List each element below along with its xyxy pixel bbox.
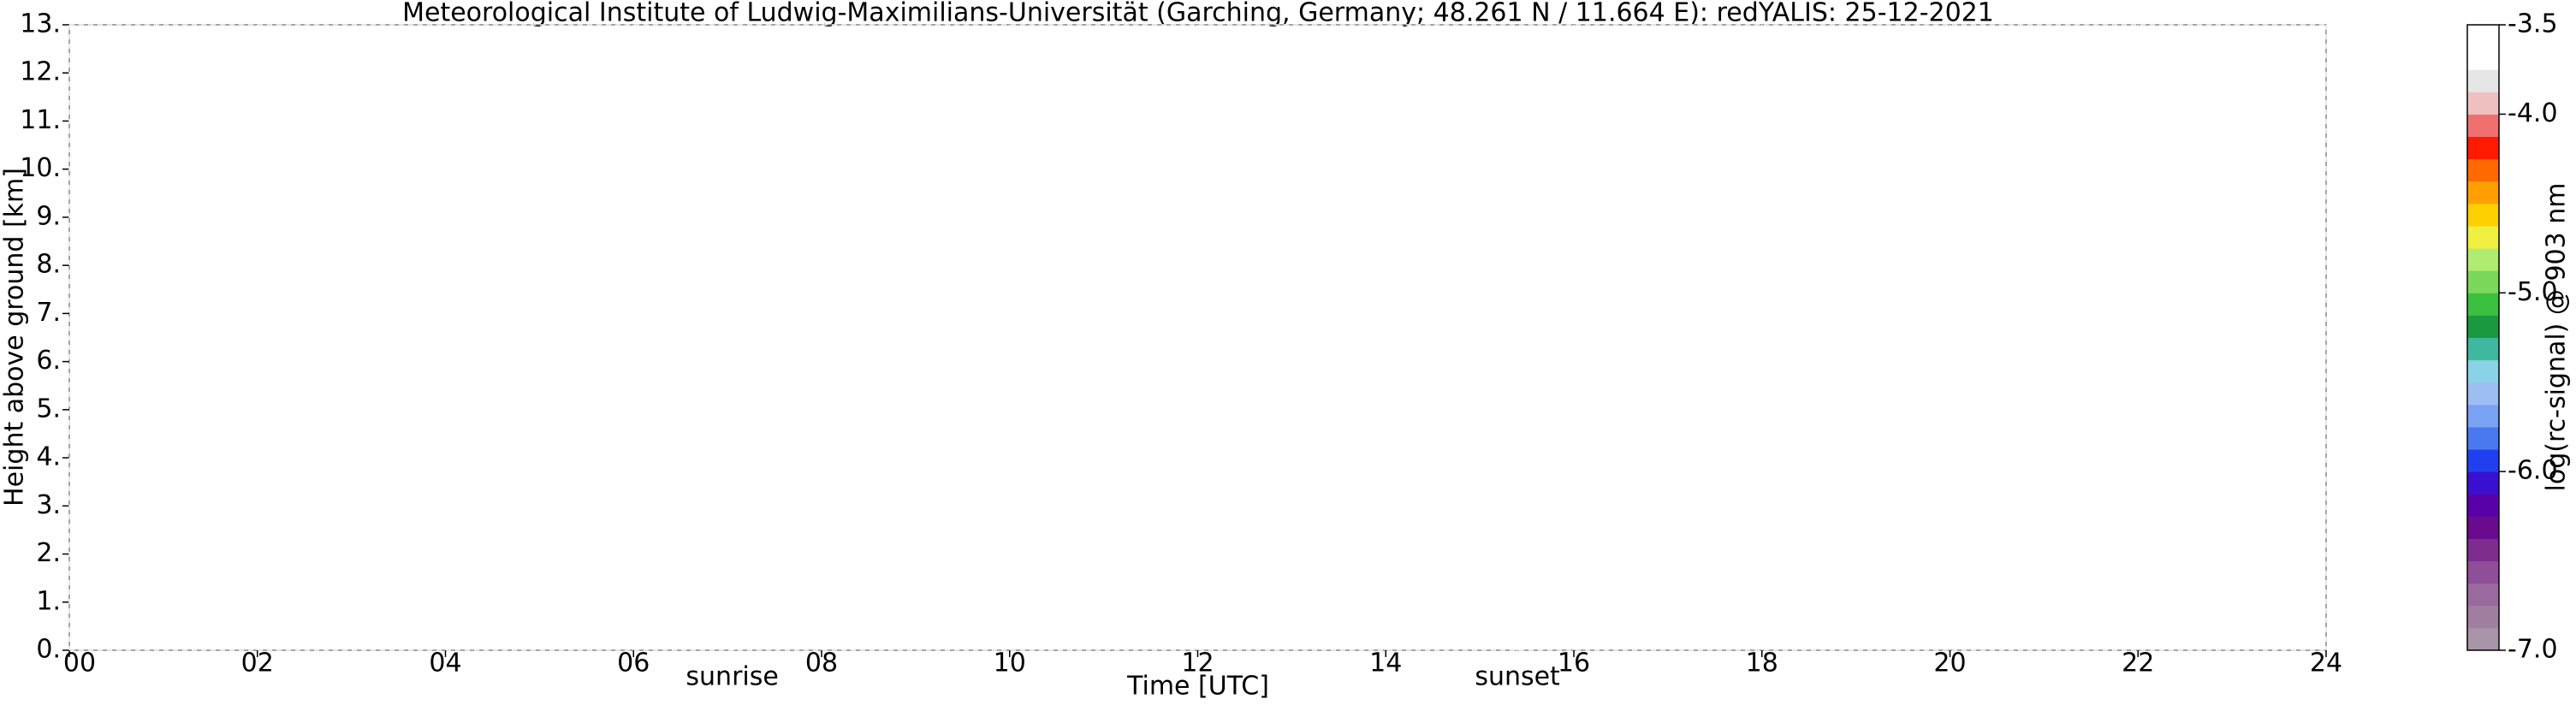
- colorbar-bin: [2467, 137, 2499, 160]
- annotation-label: sunset: [1475, 662, 1560, 692]
- colorbar-bin: [2467, 516, 2499, 539]
- x-tick-label: 12: [1181, 649, 1214, 678]
- colorbar-bin: [2467, 181, 2499, 204]
- x-tick-label: 06: [617, 649, 650, 678]
- y-axis-label: Height above ground [km]: [0, 168, 30, 507]
- colorbar-bin: [2467, 606, 2499, 629]
- x-tick-label: 00: [63, 649, 96, 678]
- x-tick-label: 02: [241, 649, 274, 678]
- colorbar-bin: [2467, 471, 2499, 495]
- y-tick-label: 2.: [36, 538, 61, 568]
- colorbar-bin: [2467, 538, 2499, 561]
- x-tick-label: 16: [1558, 649, 1590, 678]
- y-tick-label: 0.: [36, 635, 61, 665]
- colorbar-bin: [2467, 427, 2499, 450]
- colorbar-bin: [2467, 338, 2499, 361]
- colorbar-bin: [2467, 628, 2499, 651]
- y-tick-label: 12.: [20, 57, 61, 87]
- colorbar-tick-label: -4.0: [2508, 98, 2558, 128]
- y-tick-label: 8.: [36, 250, 61, 280]
- x-tick-label: 18: [1746, 649, 1778, 678]
- y-tick-label: 9.: [36, 201, 61, 231]
- colorbar-tick-label: -3.5: [2508, 9, 2558, 39]
- colorbar-bin: [2467, 270, 2499, 293]
- y-tick-label: 1.: [36, 586, 61, 616]
- colorbar-bin: [2467, 92, 2499, 115]
- x-tick-label: 08: [805, 649, 838, 678]
- colorbar-bin: [2467, 315, 2499, 338]
- y-tick-label: 5.: [36, 394, 61, 424]
- annotation-label: sunrise: [686, 662, 778, 692]
- colorbar-bin: [2467, 449, 2499, 472]
- y-tick-label: 4.: [36, 442, 61, 472]
- colorbar-tick-label: -6.0: [2508, 456, 2558, 486]
- colorbar-bin: [2467, 405, 2499, 428]
- colorbar-bin: [2467, 360, 2499, 383]
- y-tick-label: 13.: [20, 9, 61, 39]
- y-tick-label: 10.: [20, 153, 61, 183]
- colorbar-bin: [2467, 293, 2499, 316]
- colorbar-bin: [2467, 69, 2499, 92]
- x-tick-label: 04: [429, 649, 461, 678]
- colorbar-bin: [2467, 494, 2499, 517]
- colorbar-bin: [2467, 382, 2499, 406]
- y-tick-label: 6.: [36, 346, 61, 376]
- colorbar-bin: [2467, 114, 2499, 137]
- x-tick-label: 24: [2310, 649, 2342, 678]
- colorbar-bin: [2467, 47, 2499, 70]
- x-tick-label: 14: [1369, 649, 1402, 678]
- x-tick-label: 10: [994, 649, 1026, 678]
- y-tick-label: 3.: [36, 490, 61, 520]
- chart-title: Meteorological Institute of Ludwig-Maxim…: [402, 0, 1994, 28]
- colorbar-bin: [2467, 159, 2499, 182]
- colorbar-bin: [2467, 584, 2499, 607]
- colorbar-tick-label: -5.0: [2508, 277, 2558, 307]
- y-tick-label: 11.: [20, 105, 61, 135]
- colorbar-bin: [2467, 25, 2499, 48]
- colorbar-tick-label: -7.0: [2508, 635, 2558, 665]
- colorbar-bin: [2467, 561, 2499, 584]
- colorbar-label: log(rc-signal) @ 903 nm: [2542, 183, 2572, 492]
- colorbar-bin: [2467, 248, 2499, 271]
- x-tick-label: 22: [2122, 649, 2154, 678]
- colorbar-bin: [2467, 226, 2499, 249]
- y-tick-label: 7.: [36, 298, 61, 328]
- colorbar-bin: [2467, 204, 2499, 227]
- x-tick-label: 20: [1933, 649, 1966, 678]
